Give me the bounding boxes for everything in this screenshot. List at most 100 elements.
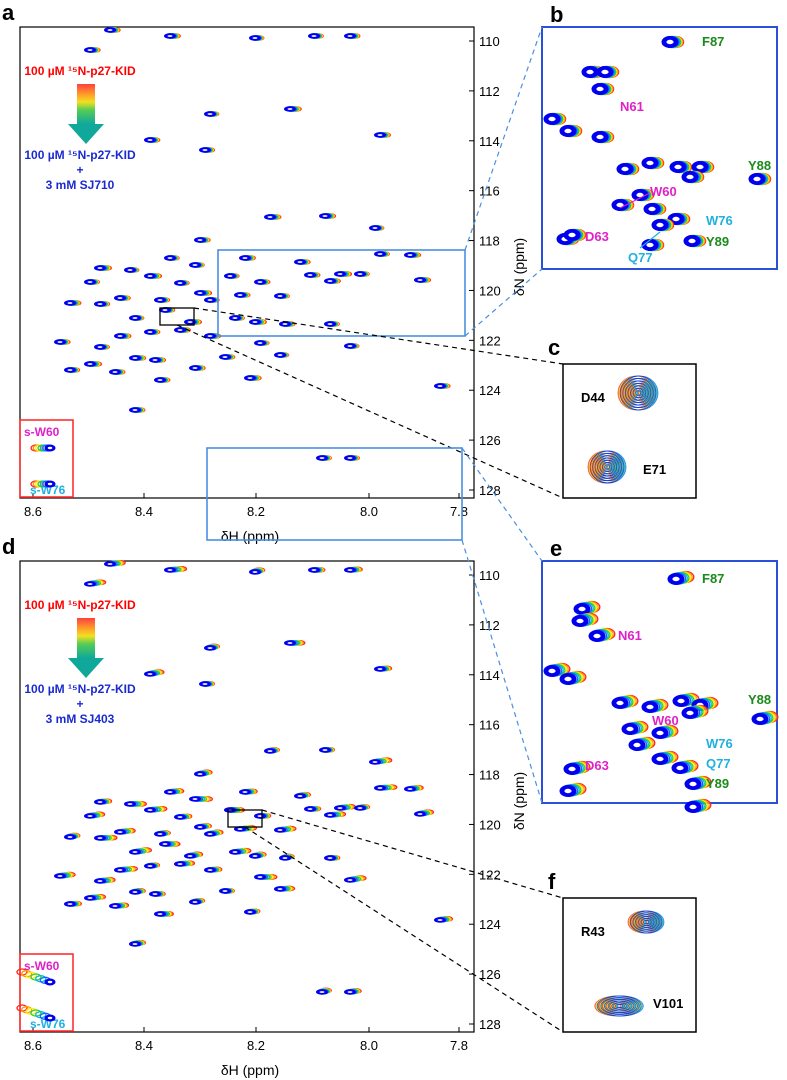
nmr-peak	[354, 804, 371, 811]
nmr-peak	[274, 885, 296, 892]
nmr-peak	[16, 968, 56, 986]
nmr-peak	[64, 900, 82, 907]
legend-end-line2: 3 mM SJ403	[46, 712, 115, 726]
nmr-peak	[94, 344, 110, 350]
nmr-peak	[94, 265, 112, 271]
nmr-peak	[129, 407, 146, 413]
nmr-peak	[164, 33, 181, 39]
side-chain-box	[19, 953, 74, 1032]
nmr-peak	[199, 147, 216, 153]
y-tick-label: 120	[479, 283, 501, 298]
nmr-peak	[651, 724, 679, 739]
nmr-peak	[559, 670, 587, 685]
legend-start: 100 µM ¹⁵N-p27-KID	[24, 64, 136, 78]
nmr-peak	[643, 202, 667, 216]
nmr-peak	[324, 855, 341, 861]
zoom-peak-label-f87: F87	[702, 34, 724, 49]
nmr-peak	[254, 812, 272, 819]
titration-arrow	[77, 84, 95, 124]
nmr-peak	[189, 365, 206, 371]
nmr-peak	[651, 750, 679, 765]
nmr-peak	[354, 271, 370, 277]
nmr-peak	[254, 874, 278, 880]
nmr-peak	[94, 877, 116, 884]
nmr-peak	[104, 27, 121, 33]
panel-label-inset: c	[548, 335, 560, 360]
nmr-peak	[324, 811, 347, 818]
nmr-peak	[591, 82, 615, 96]
nmr-peak	[129, 939, 146, 947]
nmr-peak	[124, 267, 140, 273]
y-axis-label: δN (ppm)	[511, 238, 527, 296]
y-tick-label: 116	[479, 718, 500, 733]
nmr-peak	[334, 271, 353, 277]
nmr-peak	[164, 788, 185, 795]
main-spectrum-frame	[19, 560, 475, 1033]
x-tick-label: 8.0	[360, 1038, 378, 1053]
nmr-peak	[249, 851, 267, 859]
nmr-peak	[264, 214, 282, 220]
inset-peak-contours	[617, 375, 659, 411]
legend-end-line2: 3 mM SJ710	[46, 178, 115, 192]
y-tick-label: 126	[479, 967, 501, 982]
zoom-peak-label-d63: D63	[585, 758, 609, 773]
nmr-peak	[204, 866, 223, 873]
zoom-panel-frame	[541, 560, 778, 804]
nmr-peak	[129, 355, 147, 361]
nmr-peak	[94, 834, 118, 841]
nmr-peak	[194, 237, 211, 243]
panel-label-main: a	[2, 0, 15, 25]
nmr-peak	[374, 665, 393, 672]
nmr-peak	[279, 321, 296, 327]
nmr-peak	[189, 796, 213, 802]
y-tick-label: 114	[479, 668, 500, 683]
nmr-peak	[154, 297, 171, 303]
zoom-peak-label-y89: Y89	[706, 776, 729, 791]
nmr-peak	[149, 891, 166, 897]
inset-peak-label-2: E71	[643, 462, 666, 477]
nmr-peak	[219, 354, 236, 360]
nmr-peak	[334, 803, 356, 811]
nmr-peak	[229, 315, 245, 321]
x-tick-label: 8.4	[135, 1038, 153, 1053]
y-tick-label: 112	[479, 618, 500, 633]
nmr-peak	[748, 172, 772, 186]
side-peak-label-w60: s-W60	[24, 959, 60, 973]
nmr-peak	[164, 255, 180, 261]
nmr-peak	[279, 853, 295, 861]
nmr-peak	[124, 801, 147, 807]
x-tick-label: 8.2	[247, 504, 265, 519]
nmr-peak	[563, 228, 587, 242]
nmr-peak	[194, 823, 212, 830]
nmr-peak	[684, 798, 712, 813]
nmr-peak	[324, 278, 341, 284]
nmr-peak	[219, 888, 235, 894]
nmr-peak	[434, 916, 454, 923]
nmr-peak	[144, 669, 165, 677]
nmr-peak	[344, 988, 362, 995]
inset-peak-label-1: R43	[581, 924, 605, 939]
nmr-peak	[154, 377, 171, 383]
nmr-peak	[149, 357, 167, 363]
zoom-peak-label-f87: F87	[702, 571, 724, 586]
inset-peak-contours	[627, 910, 665, 934]
nmr-peak	[369, 757, 393, 765]
nmr-peak	[249, 567, 266, 575]
nmr-peak	[154, 830, 171, 837]
nmr-peak	[563, 760, 591, 775]
nmr-peak	[84, 361, 103, 367]
nmr-peak	[114, 295, 131, 301]
nmr-peak	[596, 65, 620, 79]
nmr-peak	[254, 340, 270, 346]
nmr-peak	[144, 273, 163, 279]
nmr-peak	[184, 851, 204, 859]
nmr-peak	[16, 1004, 56, 1022]
nmr-peak	[244, 375, 262, 381]
x-axis-label: δH (ppm)	[221, 1062, 279, 1078]
y-tick-label: 114	[479, 134, 500, 149]
x-tick-label: 7.8	[450, 504, 468, 519]
nmr-peak	[174, 860, 196, 867]
nmr-peak	[114, 865, 139, 873]
nmr-peak	[316, 987, 332, 995]
nmr-peak	[374, 251, 390, 257]
